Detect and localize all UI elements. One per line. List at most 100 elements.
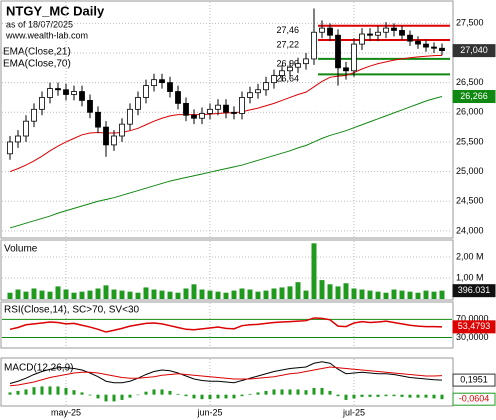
- candle-body: [367, 33, 373, 36]
- macd-histogram-bar: [336, 394, 340, 397]
- volume-bar: [175, 292, 181, 299]
- macd-histogram-bar: [144, 391, 148, 395]
- volume-bar: [223, 292, 229, 299]
- macd-histogram-bar: [152, 389, 156, 395]
- candle-body: [39, 97, 45, 110]
- candle-body: [351, 43, 357, 72]
- candle-body: [335, 34, 341, 69]
- macd-histogram-bar: [384, 394, 388, 397]
- volume-bar: [127, 291, 133, 299]
- volume-bar: [79, 291, 85, 299]
- value-tag-label: 27,040: [460, 45, 488, 55]
- volume-title: Volume: [4, 244, 38, 255]
- legend-ema70: EMA(Close,70): [3, 59, 71, 70]
- candle-body: [343, 67, 349, 72]
- candle-body: [247, 92, 253, 98]
- macd-title: MACD(12,26,9): [4, 363, 73, 374]
- candle-body: [255, 89, 261, 94]
- candle-body: [383, 27, 389, 33]
- source: www.wealth-lab.com: [5, 30, 88, 40]
- candle-body: [23, 120, 29, 137]
- candle-body: [31, 108, 37, 122]
- candle-body: [399, 30, 405, 36]
- candle-body: [407, 34, 413, 42]
- subtitle: as of 18/07/2025: [6, 19, 73, 29]
- y-tick-label: 25,500: [456, 136, 484, 146]
- volume-bar: [7, 292, 13, 299]
- macd-histogram-bar: [40, 386, 44, 395]
- candle-body: [143, 85, 149, 98]
- macd-line: [9, 361, 443, 384]
- macd-histogram-bar: [376, 394, 380, 397]
- macd-histogram-bar: [280, 389, 284, 395]
- macd-histogram-bar: [320, 387, 324, 395]
- macd-histogram-bar: [416, 394, 420, 398]
- volume-bar: [295, 282, 301, 299]
- volume-bar: [231, 290, 237, 299]
- y-tick-label: 24,500: [456, 196, 484, 206]
- volume-bar: [431, 291, 437, 299]
- macd-histogram-bar: [224, 394, 228, 399]
- macd-histogram-bar: [304, 390, 308, 395]
- macd-histogram-bar: [296, 389, 300, 395]
- macd-histogram-bar: [368, 394, 372, 397]
- macd-histogram-bar: [288, 389, 292, 395]
- volume-bar: [383, 292, 389, 299]
- volume-bar: [167, 291, 173, 299]
- candle-body: [423, 43, 429, 48]
- candle-body: [287, 66, 293, 72]
- candle-body: [239, 97, 245, 114]
- candle-body: [263, 82, 269, 91]
- macd-histogram-bar: [208, 394, 212, 400]
- volume-bar: [287, 286, 293, 299]
- value-tag-label: 26,266: [460, 91, 488, 101]
- value-tag-label: 53,4793: [458, 321, 491, 331]
- macd-histogram-bar: [328, 390, 332, 395]
- volume-bar: [151, 289, 157, 299]
- volume-bar: [247, 289, 253, 299]
- candle-body: [295, 63, 301, 68]
- macd-histogram-bar: [24, 389, 28, 395]
- candle-body: [167, 82, 173, 92]
- y-tick-label: 27,500: [456, 18, 484, 28]
- candle-body: [215, 104, 221, 110]
- y-tick-label: 30,0000: [456, 332, 489, 342]
- macd-histogram-bar: [344, 394, 348, 400]
- volume-bar: [215, 291, 221, 299]
- candle-body: [327, 27, 333, 36]
- candle-body: [119, 123, 125, 137]
- volume-bar: [359, 289, 365, 299]
- candle-body: [95, 111, 101, 128]
- volume-bar: [375, 291, 381, 299]
- macd-histogram-bar: [8, 392, 12, 395]
- macd-histogram-bar: [264, 390, 268, 395]
- macd-histogram-bar: [32, 387, 36, 395]
- level-label: 26,64: [276, 74, 299, 84]
- macd-histogram-bar: [80, 392, 84, 395]
- rsi-line: [9, 317, 443, 333]
- y-tick-label: 25,000: [456, 166, 484, 176]
- price-panel: [0, 0, 454, 239]
- macd-histogram-bar: [184, 394, 188, 397]
- candle-body: [15, 135, 21, 143]
- volume-bar: [111, 289, 117, 299]
- volume-bar: [391, 289, 397, 299]
- candle-body: [279, 70, 285, 76]
- macd-histogram-bar: [192, 394, 196, 399]
- macd-histogram-bar: [272, 389, 276, 395]
- macd-histogram-bar: [424, 394, 428, 398]
- value-tag: [452, 373, 496, 387]
- candle-body: [311, 31, 317, 60]
- volume-bar: [279, 287, 285, 299]
- y-tick-label: 2,00 M: [456, 251, 484, 261]
- volume-bar: [207, 290, 213, 299]
- candle-body: [103, 126, 109, 146]
- macd-histogram-bar: [240, 394, 244, 397]
- volume-bar: [23, 291, 29, 299]
- macd-histogram-bar: [88, 394, 92, 396]
- macd-histogram-bar: [96, 394, 100, 399]
- candle-body: [415, 40, 421, 45]
- candle-body: [191, 114, 197, 119]
- macd-histogram-bar: [72, 390, 76, 395]
